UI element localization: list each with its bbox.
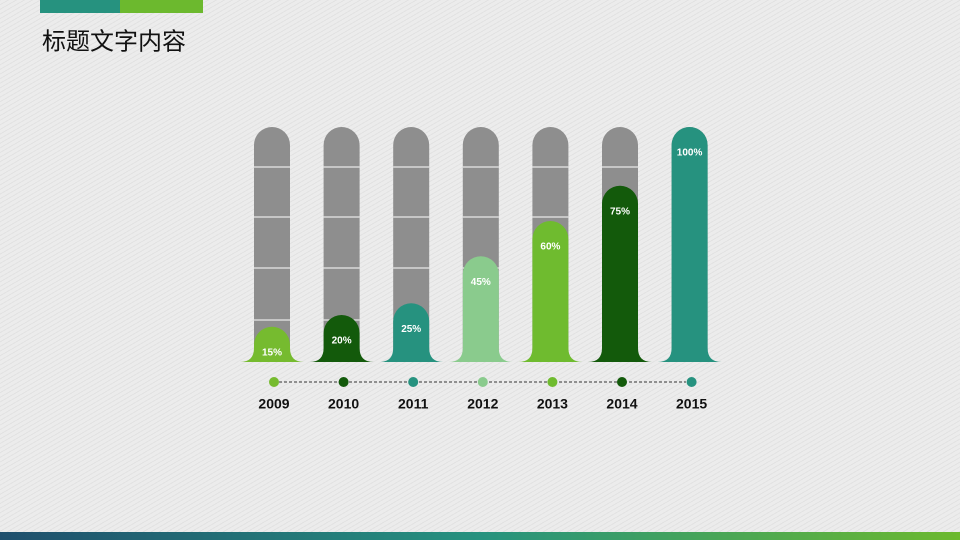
- x-tick-label: 2009: [258, 396, 289, 412]
- bar: [379, 303, 444, 362]
- x-tick-label: 2012: [467, 396, 498, 412]
- x-tick-label: 2010: [328, 396, 359, 412]
- value-label: 20%: [332, 336, 352, 347]
- bar: [588, 185, 652, 362]
- chart-title: 标题文字内容: [42, 28, 186, 55]
- x-tick-label: 2013: [537, 396, 568, 412]
- timeline-dot: [547, 377, 558, 387]
- value-label: 15%: [262, 347, 282, 358]
- timeline-dot: [477, 377, 488, 387]
- value-label: 45%: [471, 277, 491, 288]
- track: [323, 127, 360, 362]
- value-label: 75%: [610, 206, 630, 217]
- value-label: 25%: [401, 324, 421, 335]
- timeline-dot: [408, 377, 419, 387]
- value-label: 100%: [677, 148, 703, 159]
- x-tick-label: 2015: [676, 396, 707, 412]
- timeline-dot: [617, 377, 627, 387]
- bar: [309, 315, 374, 362]
- track: [254, 127, 290, 362]
- bar: [518, 221, 583, 362]
- timeline-dot: [338, 377, 349, 387]
- bar: [240, 326, 304, 362]
- timeline-dot: [686, 377, 697, 387]
- track: [393, 127, 430, 362]
- bar: [448, 256, 513, 362]
- deco-footer: [0, 532, 960, 540]
- timeline-dot: [269, 377, 279, 387]
- bar: [657, 127, 722, 362]
- x-tick-label: 2014: [606, 396, 637, 412]
- x-tick-label: 2011: [398, 396, 429, 412]
- deco-bar: [120, 0, 203, 13]
- deco-bar: [40, 0, 120, 13]
- value-label: 60%: [540, 242, 560, 253]
